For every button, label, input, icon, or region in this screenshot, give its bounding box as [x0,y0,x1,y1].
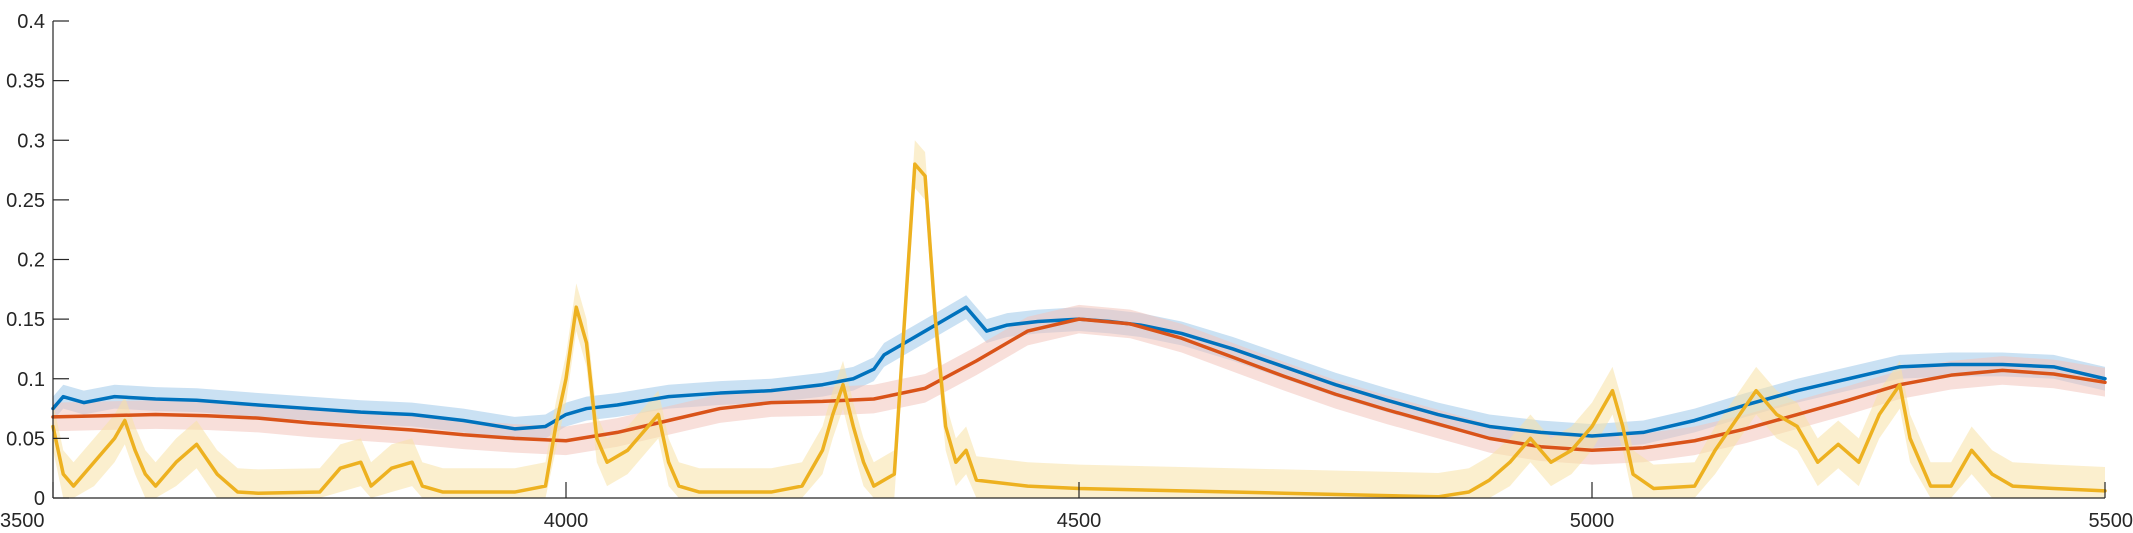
confidence-bands [53,140,2105,498]
x-tick-label: 4500 [1057,510,1102,532]
x-tick-label: 5000 [1570,510,1615,532]
y-tick-label: 0 [34,488,45,510]
series-3-line [51,162,2107,499]
series-3-band [53,140,2105,498]
y-tick-label: 0.05 [6,428,45,450]
x-tick-label: 5500 [2089,510,2133,532]
x-ticks: 3500 4000 4500 5000 5500 [0,482,2133,532]
x-tick-label: 3500 [0,510,45,532]
series-lines [51,162,2107,499]
y-ticks: 0 0.05 0.1 0.15 0.2 0.25 0.3 0.35 0.4 [6,11,69,510]
y-tick-label: 0.3 [17,130,45,152]
y-tick-label: 0.4 [17,11,45,33]
y-tick-label: 0.2 [17,250,45,272]
y-tick-label: 0.25 [6,190,45,212]
series-1-band [53,295,2105,448]
y-tick-label: 0.35 [6,71,45,93]
y-tick-label: 0.15 [6,309,45,331]
x-tick-label: 4000 [544,510,589,532]
y-tick-label: 0.1 [17,369,45,391]
series-1-line [51,305,2107,438]
series-2-line [51,317,2107,453]
